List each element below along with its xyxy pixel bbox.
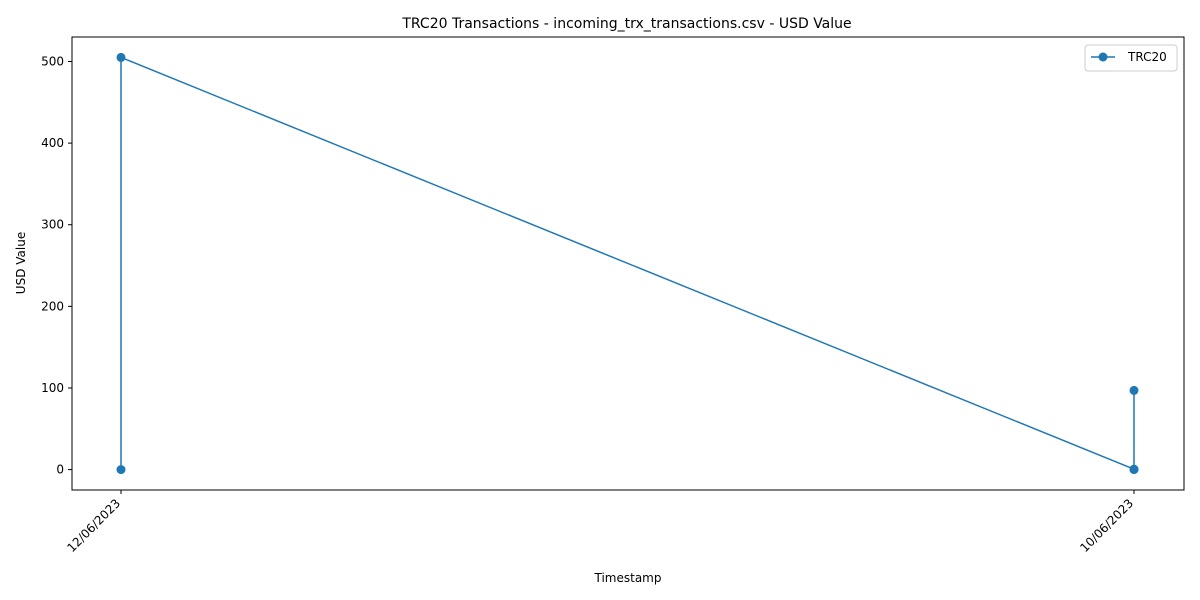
y-tick-label: 200 bbox=[41, 299, 64, 313]
y-tick-label: 500 bbox=[41, 54, 64, 68]
data-point bbox=[116, 52, 126, 62]
series-layer bbox=[116, 52, 1139, 475]
series-line-trc20 bbox=[120, 56, 1135, 470]
y-axis: 0 100 200 300 400 500 bbox=[41, 54, 72, 477]
data-point bbox=[1129, 385, 1139, 395]
x-axis: 12/06/2023 10/06/2023 bbox=[64, 490, 1136, 555]
legend-marker-swatch bbox=[1098, 52, 1108, 62]
y-tick-label: 100 bbox=[41, 381, 64, 395]
x-tick-label: 10/06/2023 bbox=[1077, 496, 1136, 555]
data-point bbox=[1129, 465, 1139, 475]
x-tick-label: 12/06/2023 bbox=[64, 496, 123, 555]
legend-box bbox=[1084, 44, 1178, 72]
chart-title: TRC20 Transactions - incoming_trx_transa… bbox=[401, 16, 851, 32]
y-tick-label: 0 bbox=[56, 463, 64, 477]
legend: TRC20 bbox=[1084, 44, 1178, 72]
legend-label-trc20: TRC20 bbox=[1127, 50, 1167, 64]
y-axis-title: USD Value bbox=[14, 232, 28, 294]
x-axis-title: Timestamp bbox=[594, 571, 662, 585]
y-tick-label: 300 bbox=[41, 218, 64, 232]
data-point bbox=[116, 465, 126, 475]
y-tick-label: 400 bbox=[41, 136, 64, 150]
plot-area-frame bbox=[71, 36, 1185, 491]
